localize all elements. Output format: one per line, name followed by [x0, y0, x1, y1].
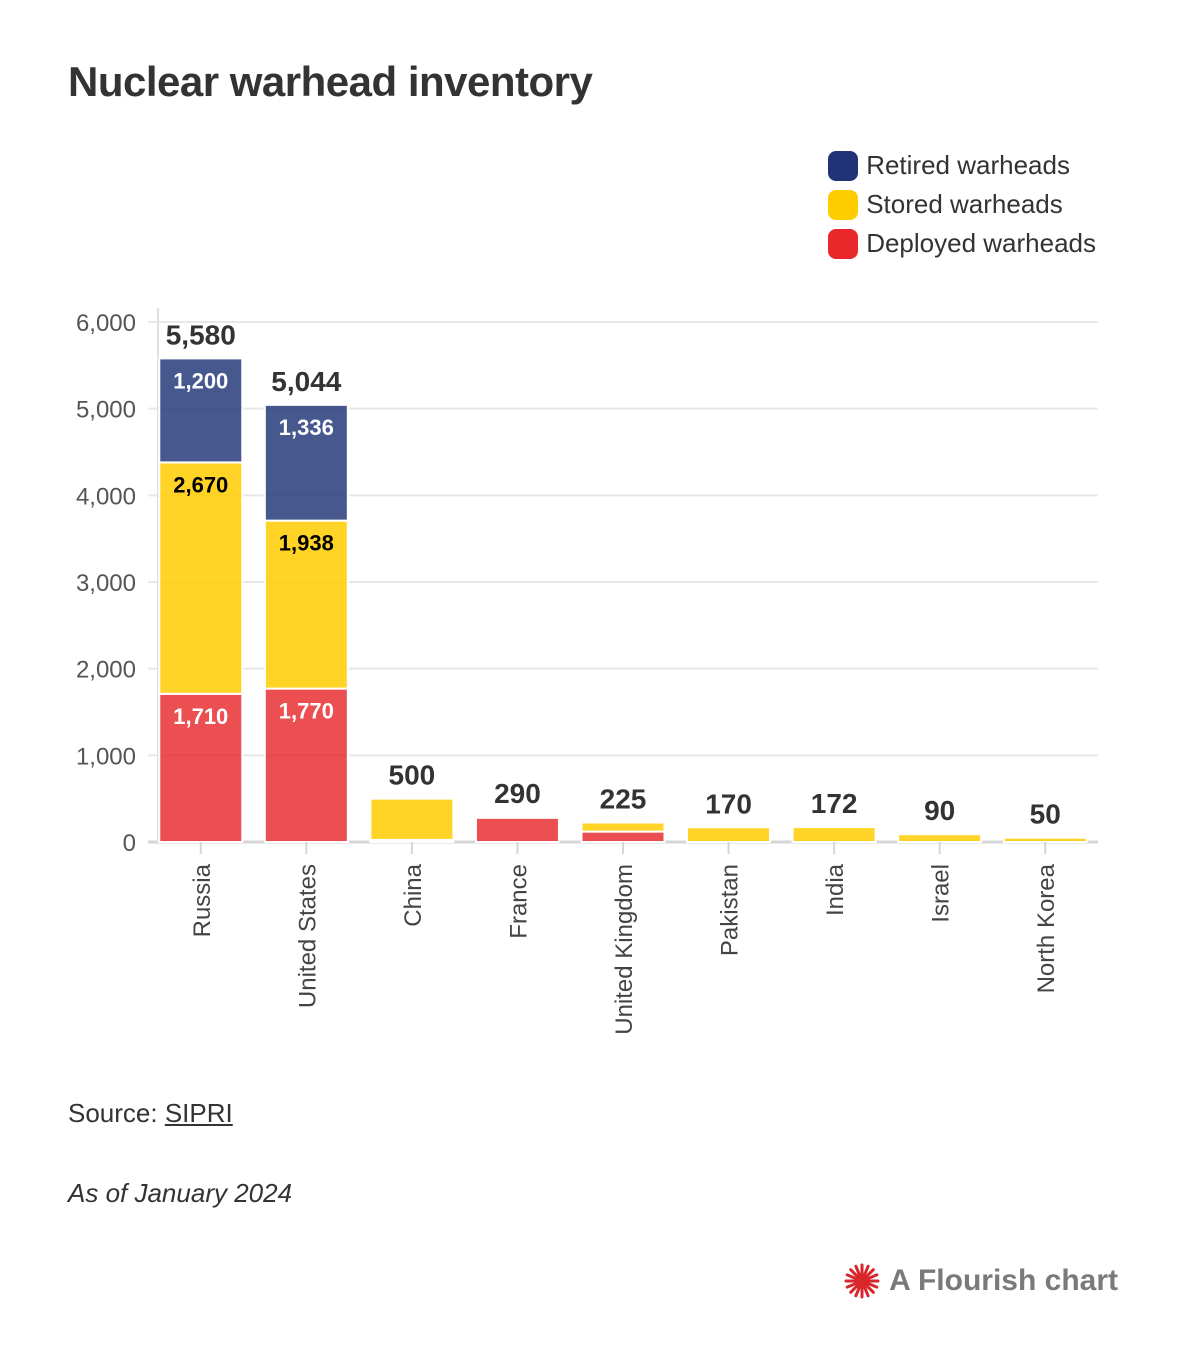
total-label: 5,580: [166, 319, 236, 350]
bar-segment: [474, 815, 560, 819]
segment-label: 1,710: [173, 704, 228, 729]
legend: Retired warheads Stored warheads Deploye…: [828, 146, 1096, 263]
total-label: 172: [811, 788, 858, 819]
bar-segment: [158, 461, 244, 695]
source-line: Source: SIPRI: [68, 1098, 233, 1129]
legend-label-stored: Stored warheads: [866, 189, 1063, 219]
bar-segment: [791, 826, 877, 843]
stacked-bar-chart: 0 1,000 2,000 3,000 4,000 5,000 6,000 1,710 2,67…: [76, 308, 1098, 1035]
bar-segment: [686, 826, 772, 843]
source-link[interactable]: SIPRI: [164, 1098, 233, 1128]
total-label: 290: [494, 778, 541, 809]
segment-label: 1,200: [173, 368, 228, 393]
chart-title: Nuclear warhead inventory: [68, 58, 593, 105]
flourish-credit[interactable]: A Flourish chart: [843, 1262, 1118, 1300]
y-tick-label: 1,000: [76, 743, 136, 770]
legend-swatch-retired: [828, 150, 859, 181]
footnote: As of January 2024: [68, 1178, 293, 1208]
legend-swatch-stored: [828, 189, 859, 220]
flourish-logo-icon: [844, 1263, 880, 1299]
bar-segment: [580, 821, 666, 833]
segment-label: 1,938: [279, 531, 334, 556]
x-tick-label: Russia: [189, 863, 216, 937]
bar-segment: [580, 830, 666, 843]
legend-label-deployed: Deployed warheads: [866, 228, 1096, 258]
x-tick-label: China: [400, 863, 427, 926]
x-tick-label: France: [505, 864, 532, 939]
y-tick-label: 3,000: [76, 570, 136, 597]
x-tick-label: Pakistan: [717, 864, 744, 956]
bar-segment: [1002, 836, 1088, 844]
segment-label: 1,336: [279, 415, 334, 440]
segment-label: 2,670: [173, 472, 228, 497]
bar-segment: [369, 797, 455, 841]
bar-segment: [158, 357, 244, 464]
legend-swatch-deployed: [828, 228, 859, 259]
total-label: 50: [1030, 799, 1061, 830]
x-tick-label: Israel: [928, 864, 955, 923]
x-tick-label: United Kingdom: [611, 864, 638, 1035]
total-label: 90: [924, 795, 955, 826]
x-tick-label: North Korea: [1033, 863, 1060, 993]
total-label: 170: [705, 788, 752, 819]
x-tick-label: United States: [294, 864, 321, 1008]
segment-label: 1,770: [279, 699, 334, 724]
bar-segment: [158, 692, 244, 843]
y-tick-label: 5,000: [76, 397, 136, 424]
y-tick-label: 6,000: [76, 310, 136, 337]
credit-text: A Flourish chart: [889, 1264, 1118, 1297]
bar-segment: [474, 816, 560, 844]
x-tick-label: India: [822, 863, 849, 916]
legend-item-deployed[interactable]: Deployed warheads: [828, 224, 1096, 263]
legend-item-stored[interactable]: Stored warheads: [828, 185, 1096, 224]
legend-item-retired[interactable]: Retired warheads: [828, 146, 1096, 185]
bar-segment: [897, 833, 983, 844]
total-label: 5,044: [271, 366, 341, 397]
y-tick-label: 4,000: [76, 483, 136, 510]
source-prefix: Source:: [68, 1098, 165, 1128]
y-tick-label: 0: [123, 830, 136, 857]
legend-label-retired: Retired warheads: [866, 150, 1070, 180]
total-label: 225: [600, 784, 647, 815]
total-label: 500: [389, 760, 436, 791]
y-tick-label: 2,000: [76, 657, 136, 684]
bar-segment: [263, 403, 349, 522]
bar-segment: [263, 519, 349, 690]
